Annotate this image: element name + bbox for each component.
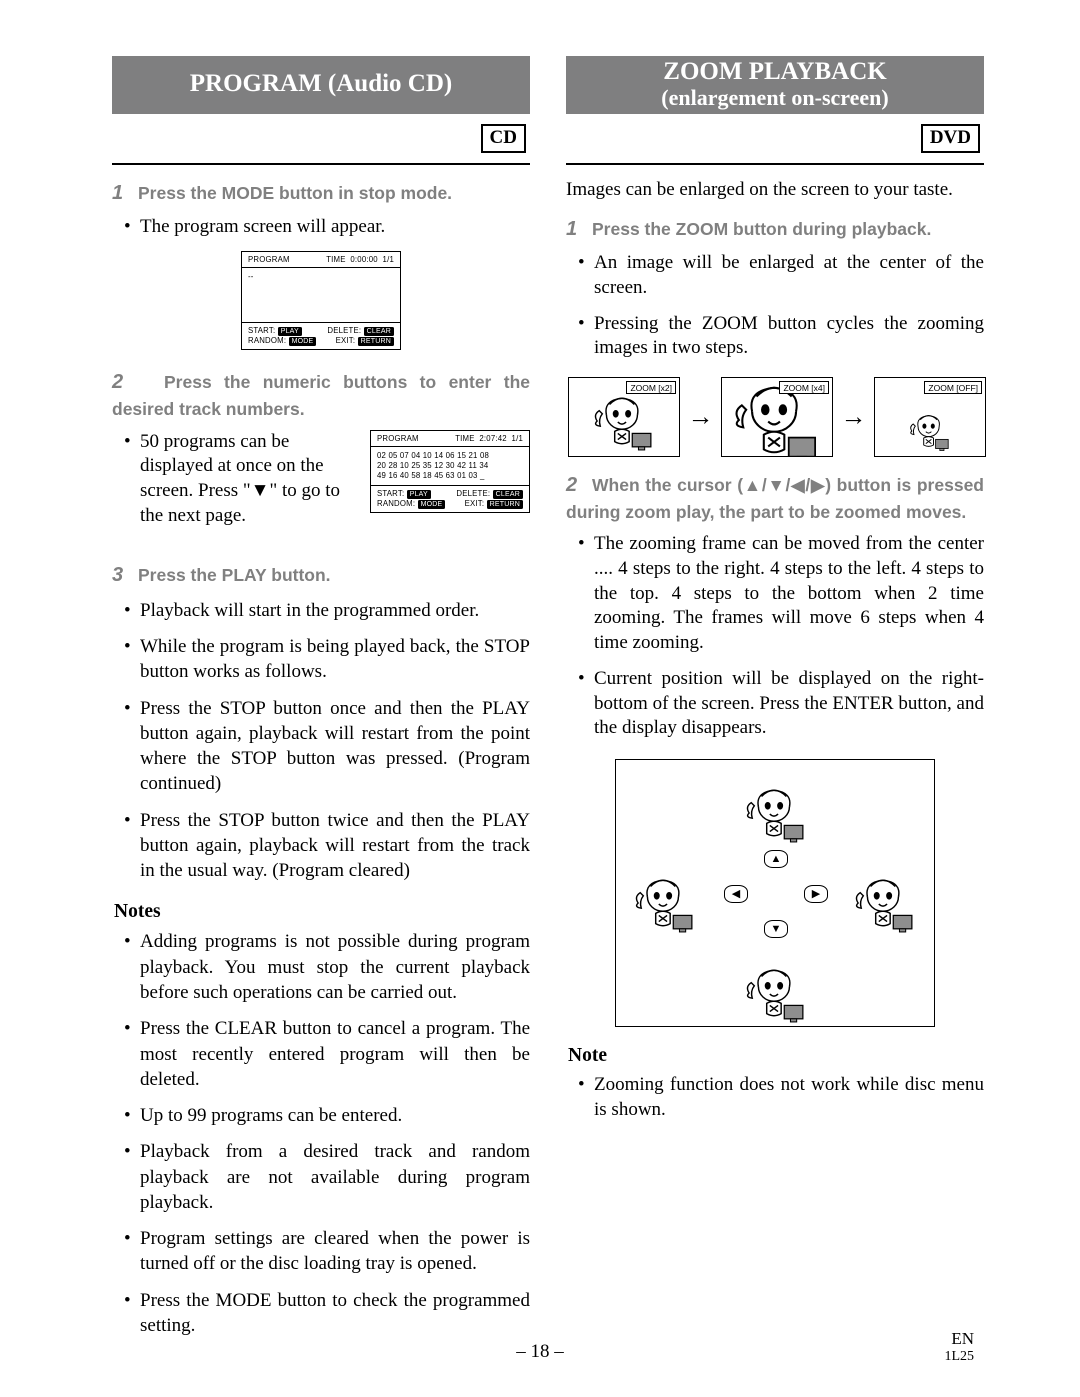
behavior-item: While the program is being played back, …: [128, 634, 530, 685]
zoom-step-1: 1Press the ZOOM button during playback.: [566, 215, 984, 243]
screen-h-program: PROGRAM: [248, 255, 290, 265]
program-screen-filled: PROGRAM TIME 2:07:42 1/1 02 05 07 04 10 …: [370, 430, 530, 514]
behavior-item: Press the STOP button twice and then the…: [128, 808, 530, 884]
program-screen-empty: PROGRAM TIME 0:00:00 1/1 -- START: PLAY …: [241, 251, 401, 350]
zoom-step1-b2: Pressing the ZOOM button cycles the zoom…: [582, 312, 984, 361]
screen-body: --: [242, 268, 400, 322]
cd-badge: CD: [481, 124, 526, 153]
left-column: PROGRAM (Audio CD) CD 1Press the MODE bu…: [112, 56, 530, 1349]
note-heading: Note: [568, 1045, 984, 1067]
step-2-text: Press the numeric buttons to enter the d…: [112, 372, 530, 418]
zoom-header-t1: ZOOM PLAYBACK: [566, 58, 984, 86]
program-header: PROGRAM (Audio CD): [112, 56, 530, 114]
notes-heading: Notes: [114, 901, 530, 923]
up-button-icon: ▲: [764, 850, 788, 868]
diagram-bottom: [731, 942, 821, 1024]
diagram-right: [840, 852, 930, 934]
zoom-header-t2: (enlargement on-screen): [566, 86, 984, 111]
character-icon: [909, 410, 951, 452]
right-button-icon: ▶: [804, 885, 828, 903]
zoom-x2-panel: ZOOM [x2]: [568, 377, 680, 457]
lang-code: EN: [944, 1329, 974, 1349]
note-item: Adding programs is not possible during p…: [128, 929, 530, 1005]
zoom-x2-tag: ZOOM [x2]: [626, 381, 676, 394]
zoom-step2-b2: Current position will be displayed on th…: [582, 667, 984, 741]
step-2: 2Press the numeric buttons to enter the …: [112, 368, 530, 421]
zoom-step-2: 2When the cursor (▲/▼/◀/▶) button is pre…: [566, 471, 984, 524]
right-column: ZOOM PLAYBACK (enlargement on-screen) DV…: [566, 56, 984, 1349]
doc-code: 1L25: [944, 1349, 974, 1365]
step-3-num: 3: [112, 561, 138, 589]
divider: [566, 163, 984, 165]
note-item: Press the CLEAR button to cancel a progr…: [128, 1016, 530, 1092]
program-header-title: PROGRAM (Audio CD): [112, 70, 530, 98]
behavior-item: Playback will start in the programmed or…: [128, 598, 530, 623]
zoom-sequence: ZOOM [x2] → ZOOM [x4] → ZOOM [OFF]: [568, 377, 986, 457]
step-1-num: 1: [112, 179, 138, 207]
left-button-icon: ◀: [724, 885, 748, 903]
arrow-icon: →: [839, 402, 869, 432]
zoom-x4-panel: ZOOM [x4]: [721, 377, 833, 457]
dvd-badge: DVD: [921, 124, 980, 153]
zoom-off-panel: ZOOM [OFF]: [874, 377, 986, 457]
zoom-note: Zooming function does not work while dis…: [582, 1073, 984, 1122]
divider: [112, 163, 530, 165]
step-2-bullet: 50 programs can be displayed at once on …: [128, 430, 360, 529]
zoom-step1-b1: An image will be enlarged at the center …: [582, 251, 984, 300]
step-3: 3Press the PLAY button.: [112, 561, 530, 589]
cursor-diagram: ▲ ▼ ◀ ▶: [615, 759, 935, 1027]
note-item: Playback from a desired track and random…: [128, 1139, 530, 1215]
behavior-item: Press the STOP button once and then the …: [128, 696, 530, 797]
arrow-icon: →: [686, 402, 716, 432]
character-icon: [593, 390, 655, 452]
step-3-text: Press the PLAY button.: [138, 565, 331, 585]
step-1-bullet: The program screen will appear.: [128, 215, 530, 240]
down-button-icon: ▼: [764, 920, 788, 938]
step-1: 1Press the MODE button in stop mode.: [112, 179, 530, 207]
zoom-off-tag: ZOOM [OFF]: [924, 381, 982, 394]
diagram-top: [731, 762, 821, 844]
diagram-left: [620, 852, 710, 934]
note-item: Program settings are cleared when the po…: [128, 1226, 530, 1277]
manual-page: PROGRAM (Audio CD) CD 1Press the MODE bu…: [0, 0, 1080, 1397]
page-number: – 18 –: [0, 1341, 1080, 1363]
page-footer: – 18 – EN 1L25: [0, 1341, 1080, 1363]
step-1-text: Press the MODE button in stop mode.: [138, 183, 452, 203]
note-item: Press the MODE button to check the progr…: [128, 1288, 530, 1339]
zoom-step2-b1: The zooming frame can be moved from the …: [582, 532, 984, 655]
note-item: Up to 99 programs can be entered.: [128, 1103, 530, 1128]
zoom-x4-tag: ZOOM [x4]: [779, 381, 829, 394]
step-2-num: 2: [112, 368, 138, 396]
zoom-header: ZOOM PLAYBACK (enlargement on-screen): [566, 56, 984, 114]
zoom-intro: Images can be enlarged on the screen to …: [566, 179, 984, 201]
